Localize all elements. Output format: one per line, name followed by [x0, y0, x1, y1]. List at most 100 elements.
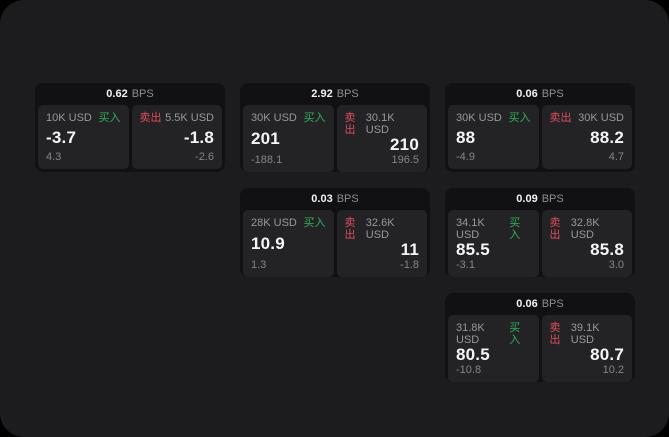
bps-unit-label: BPS	[541, 193, 564, 205]
sell-side-panel[interactable]: 卖出 30.1K USD 210 196.5	[336, 105, 427, 172]
sell-side-top: 卖出 30K USD	[550, 112, 625, 124]
buy-sub-value: 4.3	[46, 151, 62, 163]
buy-amount: 30K USD	[251, 112, 297, 124]
sell-side-panel[interactable]: 卖出 39.1K USD 80.7 10.2	[541, 315, 632, 382]
sell-sub-value: -1.8	[400, 259, 419, 271]
buy-side-panel[interactable]: 28K USD 买入 10.9 1.3	[243, 210, 334, 277]
buy-value: 85.5	[456, 240, 490, 259]
quote-card[interactable]: 2.92 BPS 30K USD 买入 201 -188.1 卖出 30.1K …	[240, 83, 430, 172]
buy-side-panel[interactable]: 10K USD 买入 -3.7 4.3	[38, 105, 129, 169]
buy-value: -3.7	[46, 127, 77, 147]
buy-side-panel[interactable]: 34.1K USD 买入 85.5 -3.1	[448, 210, 539, 277]
buy-sub-value: -188.1	[251, 154, 283, 166]
buy-side-top: 28K USD 买入	[251, 217, 326, 229]
bps-unit-label: BPS	[131, 88, 154, 100]
sell-amount: 32.6K USD	[365, 217, 395, 241]
buy-sub-value: 1.3	[251, 259, 267, 271]
buy-side-panel[interactable]: 30K USD 买入 201 -188.1	[243, 105, 334, 172]
buy-side-top: 10K USD 买入	[46, 112, 121, 124]
sell-side-top: 卖出 32.6K USD	[345, 217, 420, 241]
buy-value: 80.5	[456, 345, 490, 364]
card-header: 0.09 BPS	[445, 188, 635, 210]
sell-label: 卖出	[549, 112, 572, 124]
buy-side-panel[interactable]: 30K USD 买入 88 -4.9	[448, 105, 539, 169]
card-body: 10K USD 买入 -3.7 4.3 卖出 5.5K USD -1.8 -2.…	[35, 105, 225, 172]
bps-value: 0.06	[516, 298, 538, 310]
bps-unit-label: BPS	[541, 298, 564, 310]
card-header: 0.62 BPS	[35, 83, 225, 105]
sell-side-top: 卖出 32.8K USD	[550, 217, 625, 241]
quote-card[interactable]: 0.06 BPS 31.8K USD 买入 80.5 -10.8 卖出 39.1…	[445, 293, 635, 382]
bps-value: 0.06	[516, 88, 538, 100]
sell-sub-value: 4.7	[608, 151, 624, 163]
sell-value: 85.8	[590, 240, 624, 259]
buy-value: 10.9	[251, 234, 285, 253]
quote-card[interactable]: 0.03 BPS 28K USD 买入 10.9 1.3 卖出 32.6K US…	[240, 188, 430, 277]
sell-amount: 32.8K USD	[570, 217, 600, 241]
buy-sub-value: -10.8	[456, 364, 482, 376]
bps-value: 0.09	[516, 193, 538, 205]
buy-value: 88	[456, 127, 476, 147]
bps-unit-label: BPS	[336, 88, 359, 100]
sell-amount: 5.5K USD	[165, 112, 214, 124]
card-body: 28K USD 买入 10.9 1.3 卖出 32.6K USD 11 -1.8	[240, 210, 430, 277]
sell-amount: 30K USD	[578, 112, 624, 124]
card-body: 30K USD 买入 88 -4.9 卖出 30K USD 88.2 4.7	[445, 105, 635, 172]
buy-label: 买入	[303, 112, 326, 124]
bps-unit-label: BPS	[336, 193, 359, 205]
sell-amount: 30.1K USD	[365, 112, 395, 136]
sell-label: 卖出	[549, 217, 561, 241]
buy-side-top: 31.8K USD 买入	[456, 322, 531, 346]
card-header: 0.03 BPS	[240, 188, 430, 210]
bps-unit-label: BPS	[541, 88, 564, 100]
card-body: 34.1K USD 买入 85.5 -3.1 卖出 32.8K USD 85.8…	[445, 210, 635, 277]
buy-side-top: 30K USD 买入	[251, 112, 326, 124]
sell-side-panel[interactable]: 卖出 5.5K USD -1.8 -2.6	[131, 105, 222, 169]
sell-amount: 39.1K USD	[570, 322, 600, 346]
sell-value: -1.8	[183, 127, 214, 147]
buy-sub-value: -4.9	[456, 151, 475, 163]
quote-card-grid: 0.62 BPS 10K USD 买入 -3.7 4.3 卖出 5.5K USD…	[35, 83, 635, 382]
sell-label: 卖出	[344, 217, 356, 241]
bps-value: 0.03	[311, 193, 333, 205]
sell-sub-value: 3.0	[608, 259, 624, 271]
card-body: 30K USD 买入 201 -188.1 卖出 30.1K USD 210 1…	[240, 105, 430, 172]
card-header: 0.06 BPS	[445, 293, 635, 315]
sell-sub-value: 10.2	[602, 364, 624, 376]
sell-value: 11	[400, 240, 419, 259]
sell-side-panel[interactable]: 卖出 30K USD 88.2 4.7	[541, 105, 632, 169]
sell-side-panel[interactable]: 卖出 32.6K USD 11 -1.8	[336, 210, 427, 277]
card-header: 0.06 BPS	[445, 83, 635, 105]
sell-sub-value: 196.5	[391, 154, 419, 166]
buy-amount: 31.8K USD	[456, 322, 485, 346]
buy-value: 201	[251, 129, 280, 148]
buy-amount: 28K USD	[251, 217, 297, 229]
buy-label: 买入	[509, 217, 521, 241]
sell-side-top: 卖出 5.5K USD	[140, 112, 215, 124]
sell-sub-value: -2.6	[195, 151, 214, 163]
quote-card[interactable]: 0.06 BPS 30K USD 买入 88 -4.9 卖出 30K USD 8…	[445, 83, 635, 172]
buy-side-panel[interactable]: 31.8K USD 买入 80.5 -10.8	[448, 315, 539, 382]
buy-side-top: 34.1K USD 买入	[456, 217, 531, 241]
buy-label: 买入	[509, 322, 521, 346]
buy-amount: 34.1K USD	[456, 217, 485, 241]
sell-side-top: 卖出 39.1K USD	[550, 322, 625, 346]
quote-card[interactable]: 0.62 BPS 10K USD 买入 -3.7 4.3 卖出 5.5K USD…	[35, 83, 225, 172]
buy-amount: 10K USD	[46, 112, 92, 124]
sell-value: 80.7	[590, 345, 624, 364]
buy-label: 买入	[508, 112, 531, 124]
buy-sub-value: -3.1	[456, 259, 475, 271]
bps-value: 2.92	[311, 88, 333, 100]
quote-card[interactable]: 0.09 BPS 34.1K USD 买入 85.5 -3.1 卖出 32.8K…	[445, 188, 635, 277]
bps-value: 0.62	[106, 88, 128, 100]
sell-side-top: 卖出 30.1K USD	[345, 112, 420, 136]
sell-value: 88.2	[590, 127, 624, 147]
card-body: 31.8K USD 买入 80.5 -10.8 卖出 39.1K USD 80.…	[445, 315, 635, 382]
buy-side-top: 30K USD 买入	[456, 112, 531, 124]
sell-value: 210	[390, 135, 419, 154]
sell-label: 卖出	[139, 112, 162, 124]
sell-label: 卖出	[344, 112, 356, 136]
sell-side-panel[interactable]: 卖出 32.8K USD 85.8 3.0	[541, 210, 632, 277]
buy-label: 买入	[98, 112, 121, 124]
